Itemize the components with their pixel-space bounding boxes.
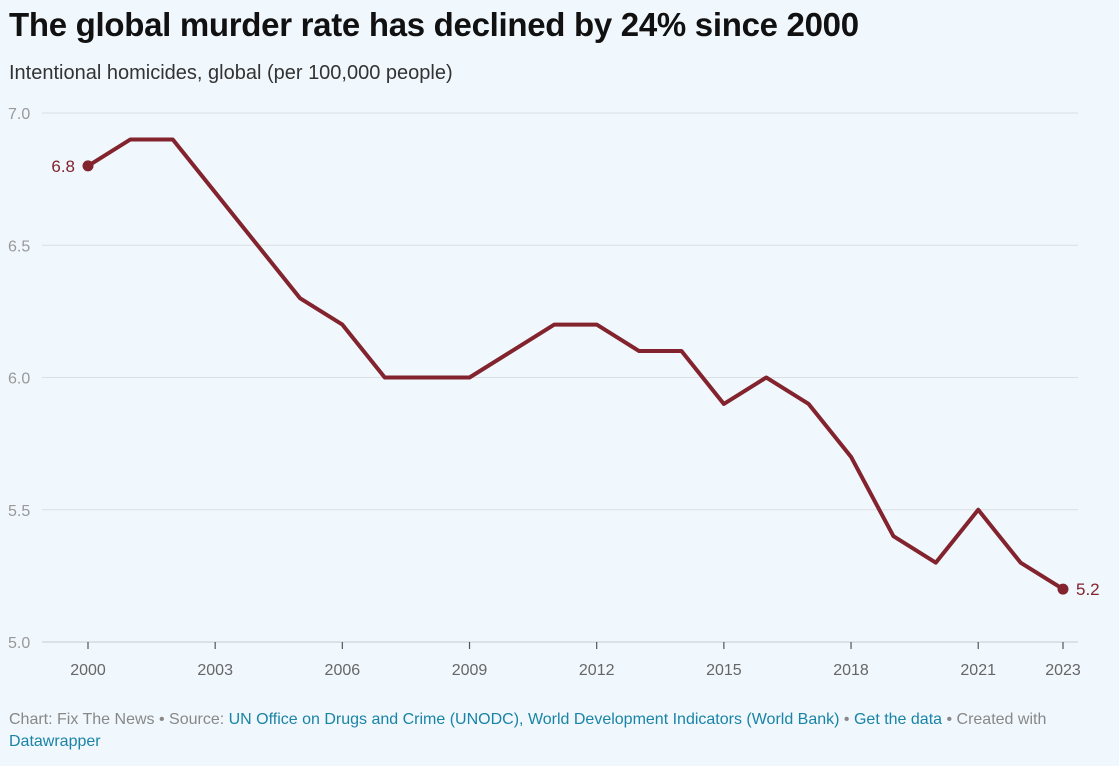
x-axis: 2000 2003 2006 2009 2012 2015 2018 2021 2023 <box>70 642 1081 679</box>
footer-created-with: • Created with <box>942 711 1047 728</box>
y-axis: 7.0 6.5 6.0 5.5 5.0 <box>8 106 30 652</box>
annotations: 6.8 5.2 <box>51 157 1099 599</box>
x-tick-label: 2009 <box>452 662 488 679</box>
y-tick-label: 6.0 <box>8 371 30 388</box>
x-tick-label: 2012 <box>579 662 615 679</box>
footer-separator: • <box>839 711 854 728</box>
y-tick-label: 6.5 <box>8 238 30 255</box>
data-label: 5.2 <box>1076 580 1100 599</box>
data-label: 6.8 <box>51 157 75 176</box>
series-layer <box>86 137 1065 592</box>
chart-footer: Chart: Fix The News • Source: UN Office … <box>9 709 1089 753</box>
x-tick-label: 2003 <box>197 662 233 679</box>
x-tick-label: 2006 <box>325 662 361 679</box>
chart-title: The global murder rate has declined by 2… <box>9 6 859 43</box>
endpoint-marker <box>1057 583 1069 595</box>
x-tick-label: 2023 <box>1045 662 1081 679</box>
source-link[interactable]: UN Office on Drugs and Crime (UNODC), Wo… <box>228 711 840 728</box>
gridlines <box>42 112 1078 643</box>
footer-credit: Chart: Fix The News • Source: <box>9 711 229 728</box>
endpoint-marker <box>82 160 94 172</box>
chart-subtitle: Intentional homicides, global (per 100,0… <box>9 62 453 84</box>
line-chart: 7.0 6.5 6.0 5.5 5.0 2000 2003 2006 2009 2012 2015… <box>8 106 1100 679</box>
datawrapper-link[interactable]: Datawrapper <box>9 733 101 750</box>
series-line <box>86 137 1065 592</box>
y-tick-label: 5.0 <box>8 635 30 652</box>
x-tick-label: 2015 <box>706 662 742 679</box>
y-tick-label: 7.0 <box>8 106 30 123</box>
y-tick-label: 5.5 <box>8 503 30 520</box>
x-tick-label: 2018 <box>833 662 869 679</box>
x-tick-label: 2021 <box>960 662 996 679</box>
get-the-data-link[interactable]: Get the data <box>853 711 943 728</box>
x-tick-label: 2000 <box>70 662 106 679</box>
